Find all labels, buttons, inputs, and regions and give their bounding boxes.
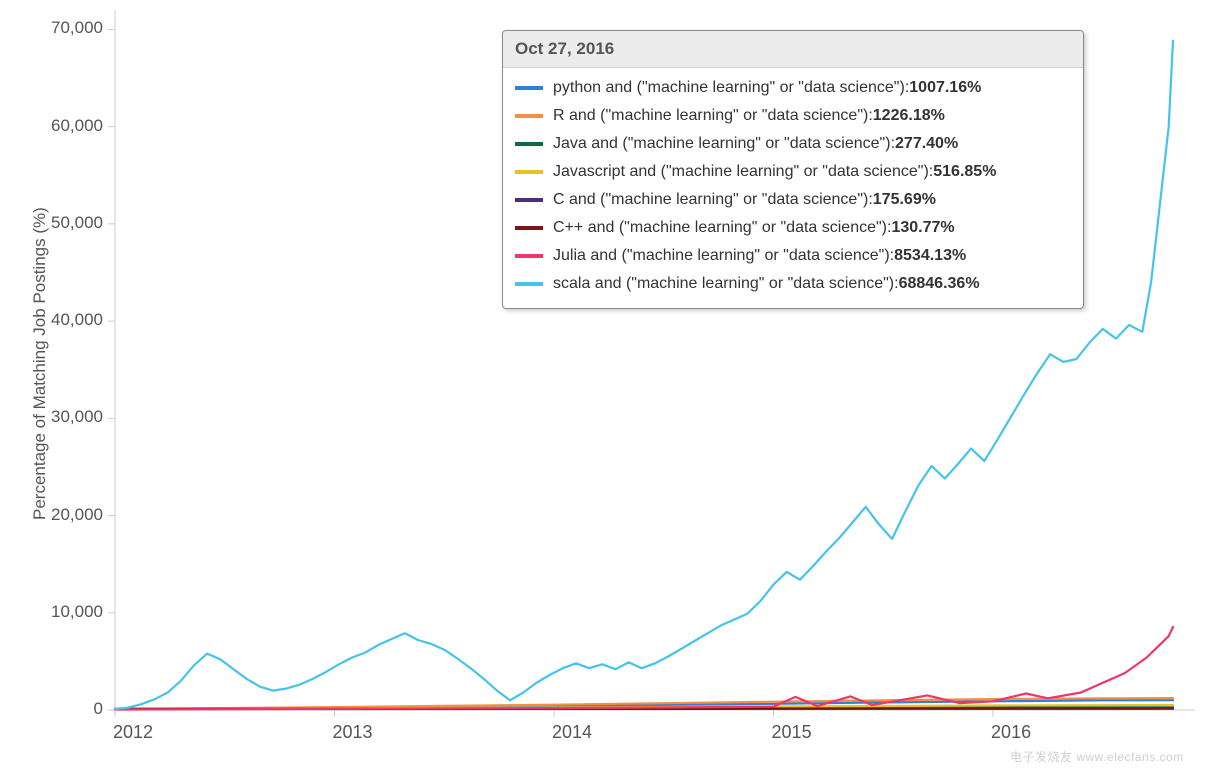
tooltip-series-label: Javascript and ("machine learning" or "d…: [553, 163, 929, 181]
chart-tooltip: Oct 27, 2016 python and ("machine learni…: [502, 30, 1084, 309]
tooltip-title: Oct 27, 2016: [503, 31, 1083, 68]
tooltip-series-value: 130.77%: [891, 219, 954, 237]
y-tick-label: 0: [94, 699, 103, 719]
tooltip-series-value: 1226.18%: [873, 107, 945, 125]
tooltip-series-label: Java and ("machine learning" or "data sc…: [553, 135, 891, 153]
tooltip-series-label: C and ("machine learning" or "data scien…: [553, 191, 868, 209]
tooltip-row-r: R and ("machine learning" or "data scien…: [515, 102, 1071, 130]
x-tick-label: 2016: [991, 722, 1031, 743]
tooltip-swatch: [515, 226, 543, 230]
tooltip-swatch: [515, 254, 543, 258]
tooltip-swatch: [515, 86, 543, 90]
tooltip-row-javascript: Javascript and ("machine learning" or "d…: [515, 158, 1071, 186]
y-tick-label: 10,000: [51, 602, 103, 622]
tooltip-row-scala: scala and ("machine learning" or "data s…: [515, 270, 1071, 298]
tooltip-series-label: python and ("machine learning" or "data …: [553, 79, 905, 97]
watermark-text: 电子发烧友 www.elecfans.com: [1010, 748, 1184, 765]
y-tick-label: 20,000: [51, 505, 103, 525]
tooltip-swatch: [515, 114, 543, 118]
y-tick-label: 40,000: [51, 310, 103, 330]
tooltip-series-label: scala and ("machine learning" or "data s…: [553, 275, 894, 293]
tooltip-series-value: 277.40%: [895, 135, 958, 153]
tooltip-series-value: 1007.16%: [909, 79, 981, 97]
y-tick-label: 70,000: [51, 18, 103, 38]
chart-container: Percentage of Matching Job Postings (%) …: [0, 0, 1220, 771]
tooltip-row-python: python and ("machine learning" or "data …: [515, 74, 1071, 102]
tooltip-series-label: Julia and ("machine learning" or "data s…: [553, 247, 890, 265]
tooltip-series-value: 68846.36%: [899, 275, 980, 293]
tooltip-series-label: R and ("machine learning" or "data scien…: [553, 107, 868, 125]
x-tick-label: 2015: [772, 722, 812, 743]
x-tick-label: 2012: [113, 722, 153, 743]
tooltip-series-value: 516.85%: [933, 163, 996, 181]
x-tick-label: 2014: [552, 722, 592, 743]
y-tick-label: 60,000: [51, 116, 103, 136]
tooltip-swatch: [515, 170, 543, 174]
x-tick-label: 2013: [333, 722, 373, 743]
tooltip-row-java: Java and ("machine learning" or "data sc…: [515, 130, 1071, 158]
tooltip-series-label: C++ and ("machine learning" or "data sci…: [553, 219, 887, 237]
tooltip-series-value: 8534.13%: [894, 247, 966, 265]
tooltip-body: python and ("machine learning" or "data …: [503, 68, 1083, 308]
y-tick-label: 30,000: [51, 407, 103, 427]
tooltip-series-value: 175.69%: [873, 191, 936, 209]
tooltip-row-julia: Julia and ("machine learning" or "data s…: [515, 242, 1071, 270]
tooltip-row-c: C and ("machine learning" or "data scien…: [515, 186, 1071, 214]
tooltip-swatch: [515, 198, 543, 202]
tooltip-row-cpp: C++ and ("machine learning" or "data sci…: [515, 214, 1071, 242]
tooltip-swatch: [515, 282, 543, 286]
y-tick-label: 50,000: [51, 213, 103, 233]
tooltip-swatch: [515, 142, 543, 146]
